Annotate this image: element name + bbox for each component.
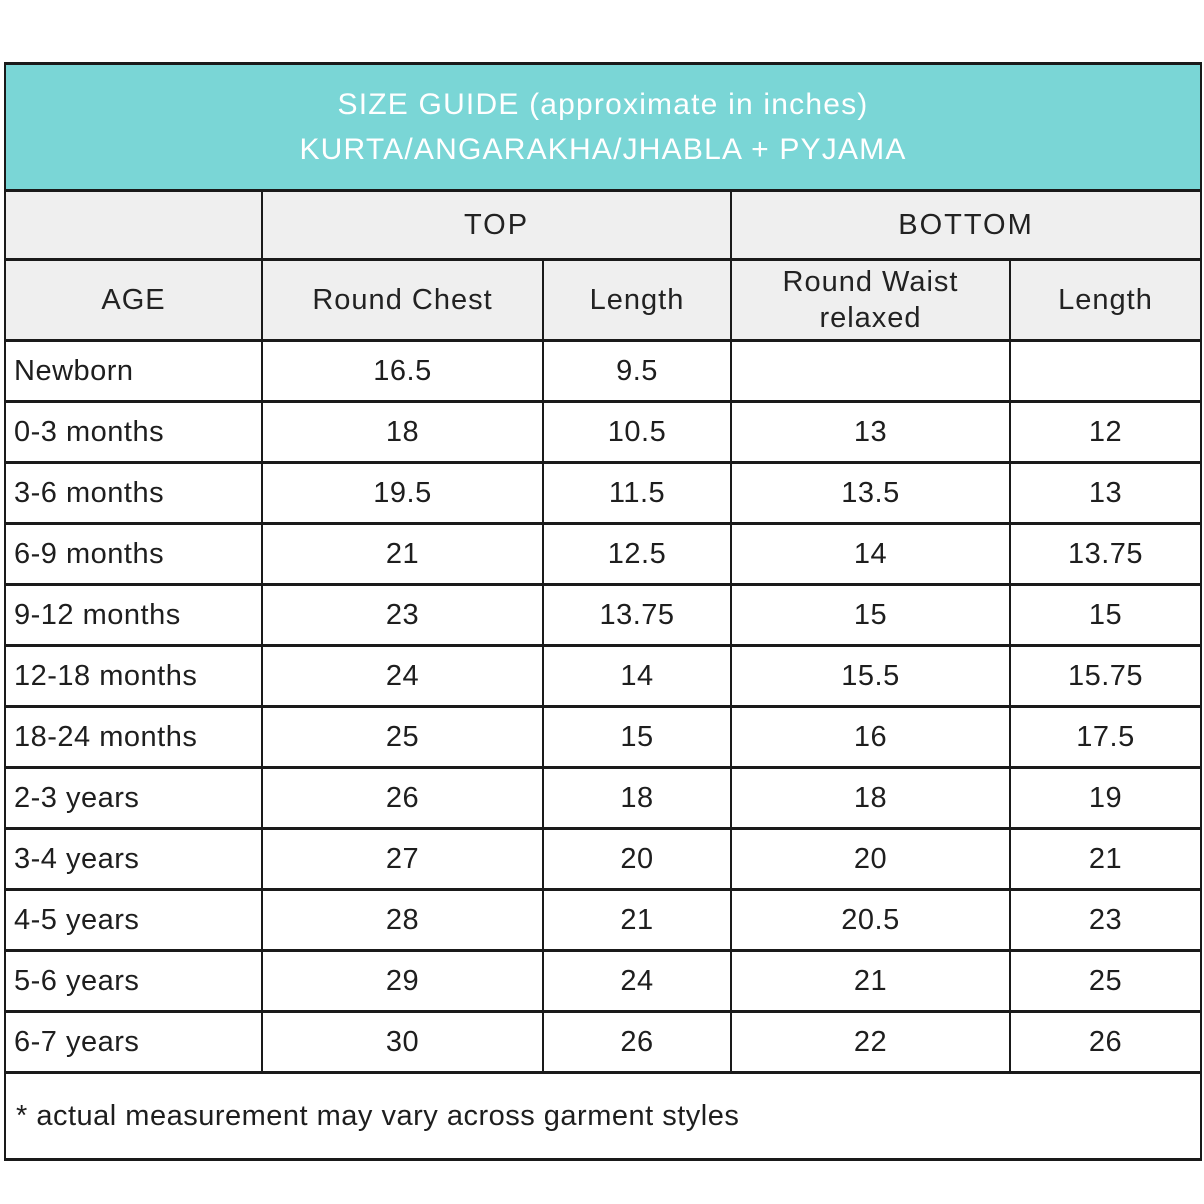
measurement-cell: 25 [1008, 949, 1203, 1013]
size-table-body: Newborn 16.5 9.5 0-3 months 18 10.5 13 12 3-6 mo… [4, 339, 1203, 1074]
measurement-cell: 25 [261, 705, 544, 769]
measurement-cell: 11.5 [542, 461, 732, 525]
age-cell: Newborn [4, 339, 263, 403]
footnote-row: * actual measurement may vary across gar… [3, 1071, 1203, 1161]
measurement-cell: 22 [730, 1010, 1011, 1074]
measurement-cell: 21 [730, 949, 1011, 1013]
measurement-cell: 20.5 [730, 888, 1011, 952]
measurement-cell: 18 [542, 766, 732, 830]
measurement-cell: 13 [730, 400, 1011, 464]
measurement-cell: 29 [261, 949, 544, 1013]
measurement-cell: 20 [730, 827, 1011, 891]
measurement-cell: 15.5 [730, 644, 1011, 708]
title-line-2: KURTA/ANGARAKHA/JHABLA + PYJAMA [299, 133, 907, 166]
age-cell: 3-4 years [4, 827, 263, 891]
col-header-round-waist: Round Waist relaxed [730, 258, 1011, 342]
measurement-cell: 28 [261, 888, 544, 952]
measurement-cell: 16.5 [261, 339, 544, 403]
measurement-cell: 21 [542, 888, 732, 952]
age-cell: 18-24 months [4, 705, 263, 769]
table-row: 12-18 months 24 14 15.5 15.75 [4, 644, 1203, 708]
table-row: 4-5 years 28 21 20.5 23 [4, 888, 1203, 952]
measurement-cell: 26 [542, 1010, 732, 1074]
measurement-cell: 13.75 [1008, 522, 1203, 586]
measurement-cell: 17.5 [1008, 705, 1203, 769]
measurement-cell: 23 [261, 583, 544, 647]
measurement-cell: 16 [730, 705, 1011, 769]
measurement-cell: 24 [261, 644, 544, 708]
age-cell: 6-7 years [4, 1010, 263, 1074]
age-spacer-cell [4, 189, 263, 261]
section-bottom-label: BOTTOM [729, 189, 1203, 261]
age-cell: 3-6 months [4, 461, 263, 525]
measurement-cell: 20 [542, 827, 732, 891]
table-row: 0-3 months 18 10.5 13 12 [4, 400, 1203, 464]
measurement-cell: 12 [1008, 400, 1203, 464]
table-title-banner: SIZE GUIDE (approximate in inches) KURTA… [3, 62, 1203, 192]
section-top-label: TOP [261, 189, 732, 261]
table-row: 3-4 years 27 20 20 21 [4, 827, 1203, 891]
age-cell: 0-3 months [4, 400, 263, 464]
measurement-cell: 13.75 [542, 583, 732, 647]
measurement-cell: 27 [261, 827, 544, 891]
age-cell: 4-5 years [4, 888, 263, 952]
measurement-cell [730, 339, 1011, 403]
measurement-cell: 13 [1008, 461, 1203, 525]
measurement-cell: 21 [261, 522, 544, 586]
measurement-cell: 19.5 [261, 461, 544, 525]
age-cell: 2-3 years [4, 766, 263, 830]
measurement-cell: 21 [1008, 827, 1203, 891]
size-guide-sheet: SIZE GUIDE (approximate in inches) KURTA… [3, 62, 1203, 1161]
measurement-cell: 18 [261, 400, 544, 464]
age-cell: 5-6 years [4, 949, 263, 1013]
title-line-1: SIZE GUIDE (approximate in inches) [337, 88, 869, 121]
measurement-cell: 12.5 [542, 522, 732, 586]
measurement-cell: 14 [542, 644, 732, 708]
measurement-cell: 13.5 [730, 461, 1011, 525]
measurement-cell [1008, 339, 1203, 403]
table-row: 6-9 months 21 12.5 14 13.75 [4, 522, 1203, 586]
col-header-age: AGE [4, 258, 263, 342]
table-row: 3-6 months 19.5 11.5 13.5 13 [4, 461, 1203, 525]
measurement-cell: 18 [730, 766, 1011, 830]
age-cell: 6-9 months [4, 522, 263, 586]
col-header-top-length: Length [542, 258, 732, 342]
measurement-cell: 9.5 [542, 339, 732, 403]
measurement-cell: 19 [1008, 766, 1203, 830]
measurement-cell: 23 [1008, 888, 1203, 952]
measurement-cell: 15 [730, 583, 1011, 647]
table-row: 9-12 months 23 13.75 15 15 [4, 583, 1203, 647]
col-header-round-chest: Round Chest [261, 258, 544, 342]
age-cell: 9-12 months [4, 583, 263, 647]
measurement-cell: 10.5 [542, 400, 732, 464]
col-header-bottom-length: Length [1008, 258, 1203, 342]
table-row: 18-24 months 25 15 16 17.5 [4, 705, 1203, 769]
table-title-row: SIZE GUIDE (approximate in inches) KURTA… [3, 62, 1203, 192]
age-cell: 12-18 months [4, 644, 263, 708]
table-row: 2-3 years 26 18 18 19 [4, 766, 1203, 830]
measurement-cell: 24 [542, 949, 732, 1013]
measurement-cell: 15 [1008, 583, 1203, 647]
measurement-cell: 15 [542, 705, 732, 769]
section-header-row: TOP BOTTOM [4, 189, 1203, 261]
size-guide-table: SIZE GUIDE (approximate in inches) KURTA… [3, 62, 1203, 1161]
measurement-cell: 15.75 [1008, 644, 1203, 708]
measurement-cell: 30 [261, 1010, 544, 1074]
table-row: Newborn 16.5 9.5 [4, 339, 1203, 403]
measurement-cell: 14 [730, 522, 1011, 586]
table-row: 5-6 years 29 24 21 25 [4, 949, 1203, 1013]
table-row: 6-7 years 30 26 22 26 [4, 1010, 1203, 1074]
measurement-cell: 26 [1008, 1010, 1203, 1074]
footnote-text: * actual measurement may vary across gar… [3, 1071, 1203, 1161]
measurement-cell: 26 [261, 766, 544, 830]
column-header-row: AGE Round Chest Length Round Waist relax… [4, 258, 1203, 342]
